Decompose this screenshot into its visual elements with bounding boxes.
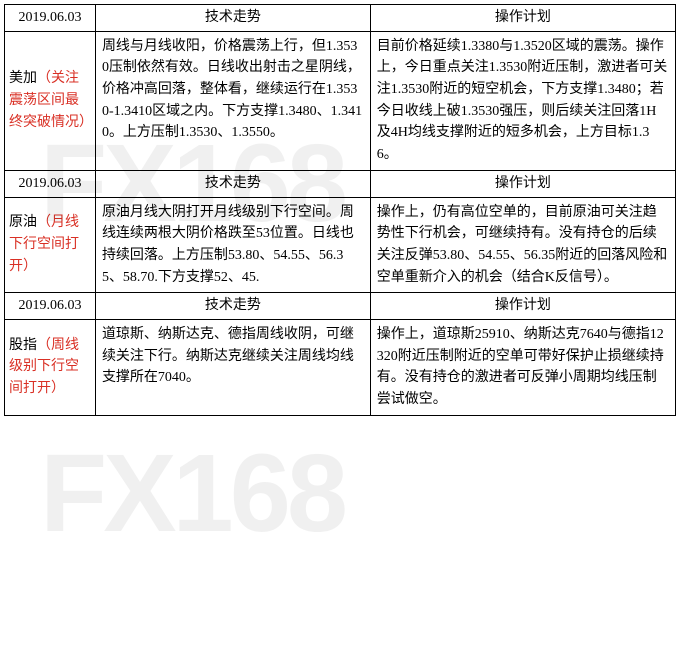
analysis-table: 2019.06.03技术走势操作计划美加（关注震荡区间最终突破情况）周线与月线收… bbox=[4, 4, 676, 416]
watermark-2: FX168 bbox=[40, 430, 344, 557]
trend-cell: 道琼斯、纳斯达克、德指周线收阴，可继续关注下行。纳斯达克继续关注周线均线支撑所在… bbox=[95, 319, 370, 415]
plan-cell: 目前价格延续1.3380与1.3520区域的震荡。操作上，今日重点关注1.353… bbox=[370, 31, 675, 170]
symbol-cell: 股指（周线级别下行空间打开） bbox=[5, 319, 96, 415]
plan-header: 操作计划 bbox=[370, 293, 675, 320]
plan-cell: 操作上，道琼斯25910、纳斯达克7640与德指12320附近压制附近的空单可带… bbox=[370, 319, 675, 415]
trend-header: 技术走势 bbox=[95, 293, 370, 320]
plan-cell: 操作上，仍有高位空单的，目前原油可关注趋势性下行机会，可继续持有。没有持仓的后续… bbox=[370, 197, 675, 293]
plan-header: 操作计划 bbox=[370, 170, 675, 197]
date-cell: 2019.06.03 bbox=[5, 5, 96, 32]
date-cell: 2019.06.03 bbox=[5, 293, 96, 320]
date-cell: 2019.06.03 bbox=[5, 170, 96, 197]
trend-cell: 周线与月线收阳，价格震荡上行，但1.3530压制依然有效。日线收出射击之星阴线，… bbox=[95, 31, 370, 170]
symbol-name: 股指 bbox=[9, 338, 37, 353]
symbol-cell: 原油（月线下行空间打开） bbox=[5, 197, 96, 293]
symbol-name: 美加 bbox=[9, 71, 37, 86]
symbol-cell: 美加（关注震荡区间最终突破情况） bbox=[5, 31, 96, 170]
trend-header: 技术走势 bbox=[95, 5, 370, 32]
plan-header: 操作计划 bbox=[370, 5, 675, 32]
symbol-name: 原油 bbox=[9, 215, 37, 230]
trend-header: 技术走势 bbox=[95, 170, 370, 197]
trend-cell: 原油月线大阴打开月线级别下行空间。周线连续两根大阴价格跌至53位置。日线也持续回… bbox=[95, 197, 370, 293]
